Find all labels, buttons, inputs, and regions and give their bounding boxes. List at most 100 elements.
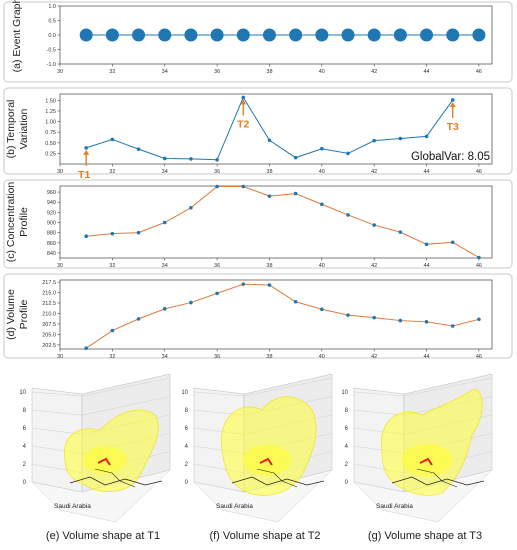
- wall-gridline: [31, 409, 83, 416]
- data-point: [450, 98, 455, 102]
- z-tick-label: 10: [19, 390, 26, 396]
- z-tick-label: 4: [185, 444, 189, 450]
- coastline-inner: [256, 468, 298, 488]
- data-point: [84, 146, 88, 150]
- wall-gridline: [31, 481, 83, 493]
- y-tick-label: 920: [47, 210, 56, 216]
- panel-frame-0: [3, 1, 513, 83]
- data-point: [189, 206, 193, 210]
- panel-frame-3: [3, 273, 513, 359]
- z-tick-label: 2: [345, 462, 349, 468]
- y-tick-label: 860: [47, 241, 56, 247]
- z-tick-label: 2: [23, 462, 27, 468]
- x-tick-label: 30: [57, 263, 63, 269]
- y-tick-label: 0.25: [45, 151, 56, 157]
- data-point: [398, 318, 403, 323]
- y-tick-label: 0.75: [45, 130, 56, 136]
- data-point: [105, 28, 119, 42]
- data-point: [136, 317, 141, 321]
- z-tick-label: 0: [345, 480, 349, 486]
- data-point: [189, 300, 193, 305]
- x-tick-label: 32: [109, 69, 115, 75]
- region-label: Saudi Arabia: [376, 503, 413, 510]
- x-tick-label: 30: [57, 69, 63, 75]
- data-point: [267, 138, 272, 143]
- data-point: [346, 151, 350, 156]
- volume-panel-1: 0 2 4 6 8 10 Saudi Arabia: [181, 373, 333, 523]
- wall-gridline: [353, 409, 405, 416]
- region-label: Saudi Arabia: [216, 503, 253, 510]
- x-tick-label: 34: [162, 263, 168, 269]
- data-point: [315, 28, 329, 42]
- x-tick-label: 38: [266, 69, 272, 75]
- y-tick-label: 880: [47, 231, 56, 237]
- data-point: [293, 155, 298, 160]
- data-point: [424, 242, 429, 247]
- y-tick-label: 212.5: [42, 301, 56, 307]
- data-point: [372, 138, 376, 143]
- data-point: [241, 95, 246, 100]
- caption-panel-e: (e) Volume shape at T1: [45, 530, 161, 542]
- y-axis-label-line2: Variation: [18, 109, 30, 150]
- y-tick-label: 207.5: [42, 322, 56, 328]
- axes-frame: [59, 93, 493, 165]
- wall-gridline: [403, 377, 493, 397]
- data-point: [293, 191, 298, 196]
- x-tick-label: 34: [162, 69, 168, 75]
- data-point: [398, 136, 403, 141]
- y-axis-label: (a) Event Graph: [11, 0, 23, 72]
- x-tick-label: 36: [214, 169, 220, 175]
- x-tick-label: 46: [476, 354, 482, 360]
- y-tick-label: 960: [47, 190, 56, 196]
- z-tick-label: 6: [185, 426, 189, 432]
- y-tick-label: 1.00: [45, 120, 56, 126]
- data-point: [424, 320, 429, 324]
- x-tick-label: 34: [162, 354, 168, 360]
- data-point: [472, 28, 486, 42]
- x-tick-label: 40: [319, 263, 325, 269]
- z-tick-label: 8: [23, 408, 27, 414]
- x-tick-label: 38: [266, 263, 272, 269]
- y-tick-label: 940: [47, 200, 56, 206]
- region-label: Saudi Arabia: [54, 503, 91, 510]
- coastline-inner: [94, 468, 136, 488]
- x-tick-label: 40: [319, 69, 325, 75]
- x-tick-label: 32: [109, 354, 115, 360]
- x-tick-label: 46: [476, 169, 482, 175]
- data-point: [79, 28, 93, 42]
- x-tick-label: 32: [109, 263, 115, 269]
- y-axis-label-line1: (d) Volume: [5, 289, 17, 340]
- y-tick-label: 0.5: [48, 19, 56, 25]
- y-tick-label: -0.5: [47, 48, 56, 54]
- data-point: [215, 184, 219, 189]
- data-point: [393, 28, 407, 42]
- x-tick-label: 42: [371, 169, 377, 175]
- z-tick-label: 0: [23, 480, 27, 486]
- data-point: [477, 255, 481, 260]
- x-tick-label: 38: [266, 169, 272, 175]
- data-point: [372, 223, 376, 227]
- x-tick-label: 40: [319, 354, 325, 360]
- y-tick-label: 840: [47, 251, 56, 257]
- y-tick-label: 202.5: [42, 343, 56, 349]
- x-tick-label: 38: [266, 354, 272, 360]
- caption-panel-f: (f) Volume shape at T2: [209, 530, 321, 542]
- data-point: [136, 147, 141, 151]
- y-axis-label-line1: (b) Temporal: [5, 100, 17, 159]
- y-axis-label-line1: (c) Concentration: [5, 182, 17, 263]
- axes-frame: [59, 279, 493, 350]
- data-point: [446, 28, 460, 42]
- x-tick-label: 44: [423, 263, 429, 269]
- data-point: [241, 184, 246, 189]
- data-point: [110, 231, 115, 236]
- data-point: [84, 234, 88, 238]
- data-point: [267, 194, 272, 198]
- annotation-arrow-head: [240, 99, 247, 105]
- data-point: [210, 28, 224, 42]
- y-axis-label-line2: Profile: [18, 299, 30, 329]
- y-tick-label: 0.50: [45, 141, 56, 147]
- volume-panel-2: 0 2 4 6 8 10 Saudi Arabia: [341, 373, 493, 523]
- y-tick-label: 217.5: [42, 280, 56, 286]
- data-point: [450, 324, 455, 328]
